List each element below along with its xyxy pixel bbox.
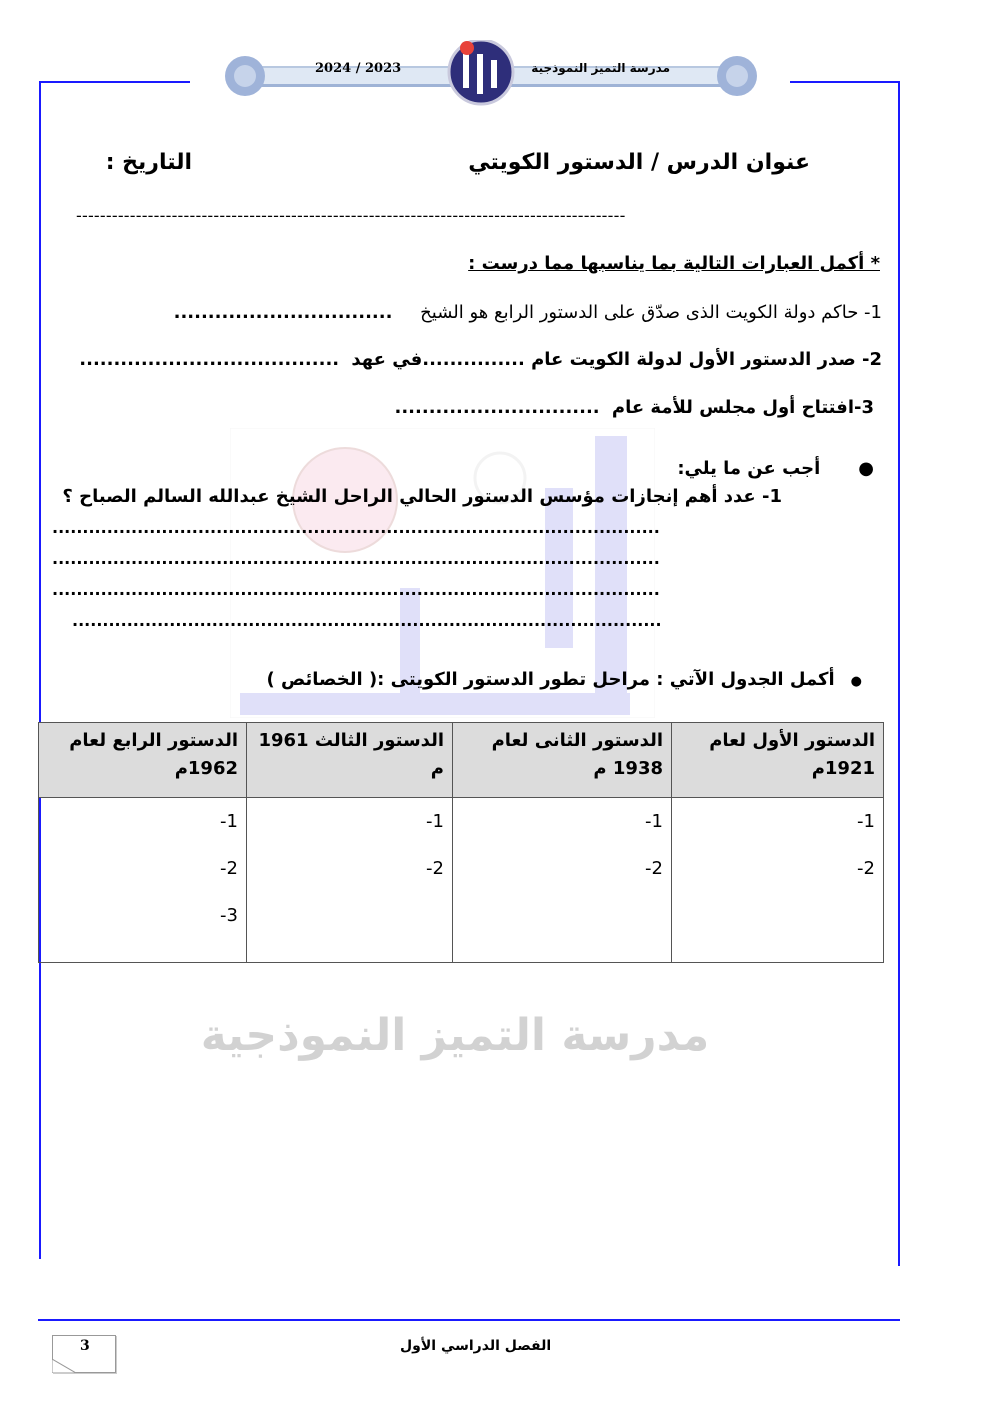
answer-blank[interactable]: ................................ xyxy=(173,302,393,323)
section1-heading: * أكمل العبارات التالية بما يناسبها مما … xyxy=(468,253,880,274)
question-1: 1- عدد أهم إنجازات مؤسس الدستور الحالي ا… xyxy=(62,486,782,507)
lesson-title: عنوان الدرس / الدستور الكويتي xyxy=(468,150,810,175)
table-cell[interactable]: 1- 2- xyxy=(671,797,884,963)
item-number: 2- xyxy=(220,858,238,879)
column-header: الدستور الثانى لعام 1938 م xyxy=(452,722,672,798)
table-row: 1- 2- 1- 2- 1- 2- 1- 2- 3- xyxy=(38,797,884,963)
item-number: 2- xyxy=(426,858,444,879)
section3-heading-text: أكمل الجدول الآتي : مراحل تطور الدستور ا… xyxy=(266,669,835,690)
fill-item-1: 1- حاكم دولة الكويت الذى صدّق على الدستو… xyxy=(174,302,882,323)
header-banner: 2024 / 2023 مدرسة التميز النموذجية xyxy=(215,38,770,112)
item-number: 1- xyxy=(426,811,444,832)
item-number: 1- xyxy=(857,811,875,832)
column-header: الدستور الأول لعام 1921م xyxy=(671,722,884,798)
constitution-table: الدستور الأول لعام 1921م الدستور الثانى … xyxy=(38,722,884,963)
fill-item-2: 2- صدر الدستور الأول لدولة الكويت عام ..… xyxy=(79,349,882,370)
table-cell[interactable]: 1- 2- xyxy=(246,797,453,963)
table-cell[interactable]: 1- 2- 3- xyxy=(38,797,247,963)
answer-line[interactable]: ........................................… xyxy=(52,549,660,568)
answer-blank[interactable]: ...................................... xyxy=(79,349,340,370)
page-number-box: 3 xyxy=(52,1335,116,1373)
date-label: التاريخ : xyxy=(105,150,192,175)
frame-top-left xyxy=(40,81,190,83)
item-number: 3- xyxy=(220,905,238,926)
frame-left xyxy=(39,81,41,1259)
answer-line[interactable]: ........................................… xyxy=(52,580,660,599)
column-header: الدستور الرابع لعام 1962م xyxy=(38,722,247,798)
frame-right xyxy=(898,81,900,1266)
bullet-icon: ● xyxy=(850,674,862,689)
fill-item-text: 3-افتتاح أول مجلس للأمة عام xyxy=(611,397,874,418)
separator-line: ----------------------------------------… xyxy=(76,206,626,225)
answer-blank[interactable]: .............................. xyxy=(394,397,600,418)
watermark-logo xyxy=(230,428,655,718)
item-number: 2- xyxy=(645,858,663,879)
school-year: 2024 / 2023 xyxy=(315,61,402,76)
section3-heading: ● أكمل الجدول الآتي : مراحل تطور الدستور … xyxy=(266,669,862,690)
fill-item-3: 3-افتتاح أول مجلس للأمة عام ............… xyxy=(395,397,875,418)
table-header-row: الدستور الأول لعام 1921م الدستور الثانى … xyxy=(38,722,884,798)
fill-item-text: 2- صدر الدستور الأول لدولة الكويت عام ..… xyxy=(351,349,882,370)
school-name: مدرسة التميز النموذجية xyxy=(531,61,670,75)
item-number: 2- xyxy=(857,858,875,879)
column-header: الدستور الثالث 1961 م xyxy=(246,722,453,798)
watermark-text: مدرسة التميز النموذجية xyxy=(200,1010,710,1061)
section2-heading-text: أجب عن ما يلي: xyxy=(677,458,821,479)
banner-graphic xyxy=(225,38,757,106)
answer-line[interactable]: ........................................… xyxy=(72,611,662,630)
section2-heading: ● أجب عن ما يلي: xyxy=(677,458,874,479)
table-cell[interactable]: 1- 2- xyxy=(452,797,672,963)
frame-top-right xyxy=(790,81,900,83)
item-number: 1- xyxy=(220,811,238,832)
answer-line[interactable]: ........................................… xyxy=(52,518,660,537)
fill-item-text: 1- حاكم دولة الكويت الذى صدّق على الدستو… xyxy=(420,302,882,323)
page-number: 3 xyxy=(80,1338,90,1354)
footer-divider xyxy=(38,1319,900,1321)
page-curl-icon xyxy=(52,1359,76,1373)
semester-label: الفصل الدراسي الأول xyxy=(400,1338,552,1354)
bullet-icon: ● xyxy=(858,458,874,479)
item-number: 1- xyxy=(645,811,663,832)
